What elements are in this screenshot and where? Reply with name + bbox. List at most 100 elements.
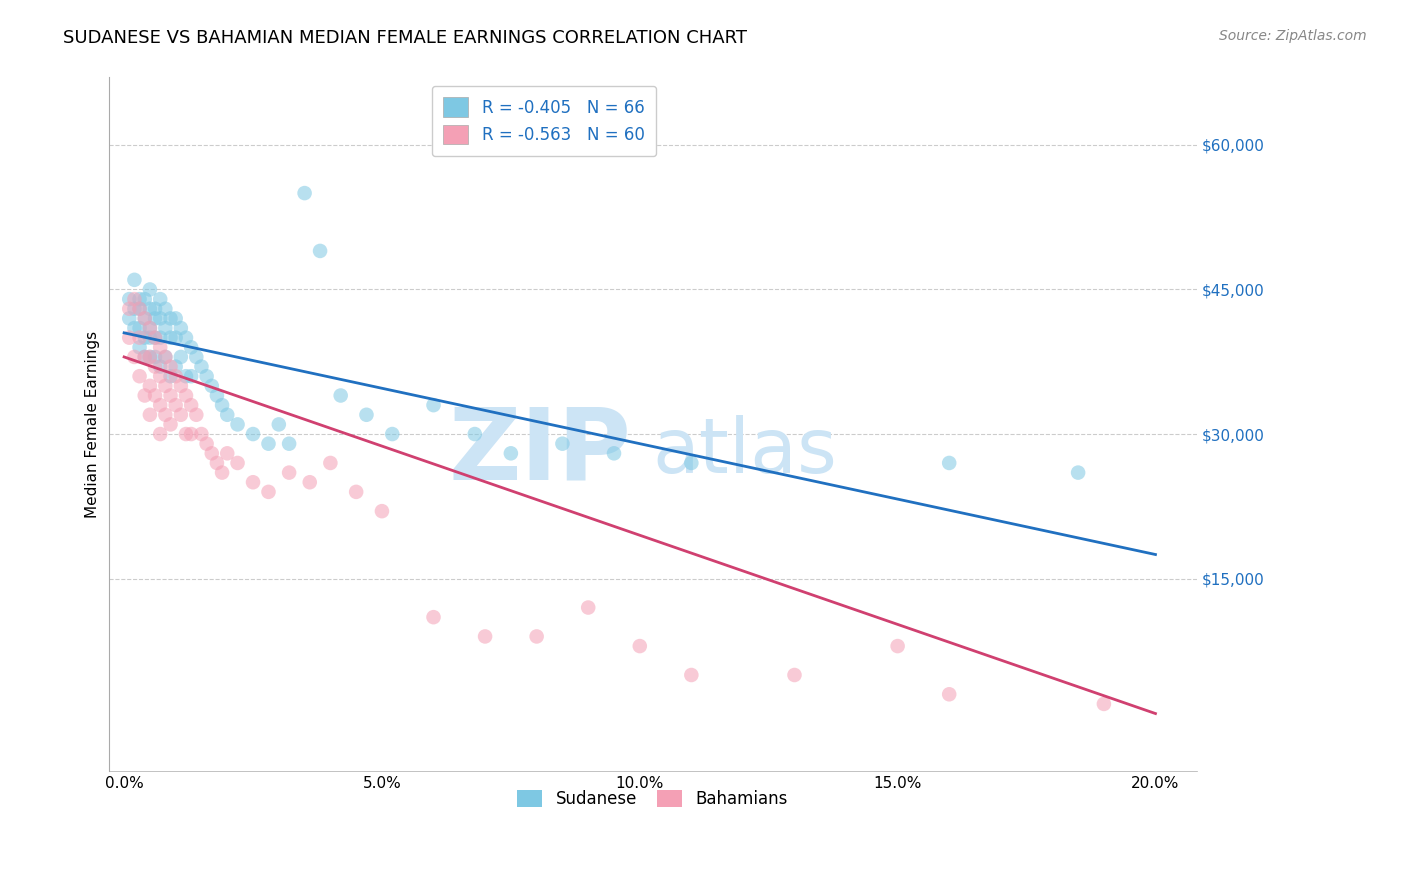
Point	[128, 331, 150, 345]
Legend: Sudanese, Bahamians: Sudanese, Bahamians	[510, 783, 794, 815]
Point	[143, 331, 166, 345]
Point	[356, 408, 378, 422]
Point	[139, 331, 162, 345]
Point	[278, 436, 301, 450]
Point	[628, 639, 651, 653]
Point	[319, 456, 342, 470]
Text: Source: ZipAtlas.com: Source: ZipAtlas.com	[1219, 29, 1367, 44]
Point	[118, 331, 141, 345]
Point	[551, 436, 574, 450]
Point	[139, 321, 162, 335]
Point	[226, 456, 249, 470]
Point	[886, 639, 908, 653]
Point	[155, 379, 177, 393]
Point	[242, 475, 264, 490]
Point	[118, 311, 141, 326]
Point	[174, 427, 197, 442]
Point	[180, 427, 202, 442]
Point	[170, 350, 193, 364]
Point	[139, 283, 162, 297]
Point	[174, 331, 197, 345]
Point	[134, 311, 156, 326]
Point	[155, 301, 177, 316]
Point	[134, 292, 156, 306]
Point	[124, 350, 146, 364]
Point	[159, 369, 181, 384]
Point	[1067, 466, 1090, 480]
Point	[278, 466, 301, 480]
Point	[180, 369, 202, 384]
Point	[149, 340, 172, 354]
Point	[201, 379, 224, 393]
Point	[149, 359, 172, 374]
Point	[681, 456, 703, 470]
Point	[298, 475, 321, 490]
Point	[143, 311, 166, 326]
Point	[134, 350, 156, 364]
Point	[242, 427, 264, 442]
Point	[681, 668, 703, 682]
Point	[526, 630, 548, 644]
Point	[422, 398, 444, 412]
Point	[205, 388, 228, 402]
Point	[180, 340, 202, 354]
Point	[170, 379, 193, 393]
Point	[267, 417, 290, 432]
Point	[124, 321, 146, 335]
Point	[143, 301, 166, 316]
Point	[159, 388, 181, 402]
Point	[165, 311, 187, 326]
Point	[124, 301, 146, 316]
Point	[149, 427, 172, 442]
Point	[371, 504, 394, 518]
Point	[309, 244, 332, 258]
Point	[128, 292, 150, 306]
Point	[128, 301, 150, 316]
Point	[139, 321, 162, 335]
Point	[257, 484, 280, 499]
Point	[143, 359, 166, 374]
Point	[1092, 697, 1115, 711]
Text: ZIP: ZIP	[449, 404, 631, 500]
Point	[134, 388, 156, 402]
Point	[217, 408, 239, 422]
Point	[159, 359, 181, 374]
Point	[149, 331, 172, 345]
Point	[165, 369, 187, 384]
Point	[205, 456, 228, 470]
Point	[499, 446, 522, 460]
Point	[124, 273, 146, 287]
Point	[211, 466, 233, 480]
Point	[143, 388, 166, 402]
Point	[257, 436, 280, 450]
Point	[165, 359, 187, 374]
Point	[190, 427, 212, 442]
Point	[159, 311, 181, 326]
Point	[134, 311, 156, 326]
Point	[180, 398, 202, 412]
Point	[139, 379, 162, 393]
Point	[201, 446, 224, 460]
Point	[294, 186, 316, 200]
Point	[186, 350, 208, 364]
Point	[139, 350, 162, 364]
Point	[134, 331, 156, 345]
Point	[576, 600, 599, 615]
Point	[603, 446, 626, 460]
Point	[155, 408, 177, 422]
Point	[155, 350, 177, 364]
Point	[174, 388, 197, 402]
Y-axis label: Median Female Earnings: Median Female Earnings	[86, 331, 100, 518]
Point	[190, 359, 212, 374]
Point	[211, 398, 233, 412]
Point	[165, 331, 187, 345]
Point	[381, 427, 404, 442]
Point	[128, 301, 150, 316]
Point	[128, 340, 150, 354]
Point	[149, 398, 172, 412]
Point	[159, 417, 181, 432]
Point	[155, 350, 177, 364]
Point	[938, 456, 960, 470]
Point	[149, 369, 172, 384]
Point	[149, 292, 172, 306]
